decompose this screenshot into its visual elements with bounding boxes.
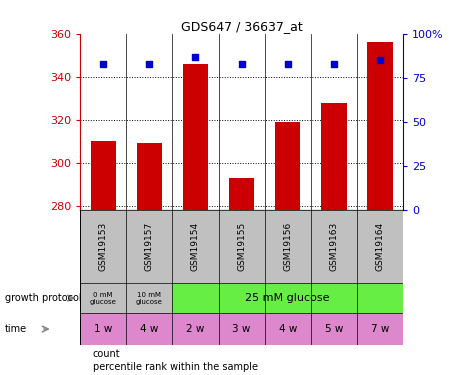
- Point: [284, 61, 291, 67]
- Text: 7 w: 7 w: [371, 324, 389, 334]
- Text: percentile rank within the sample: percentile rank within the sample: [93, 362, 258, 372]
- Bar: [229, 178, 254, 210]
- Bar: [265, 313, 311, 345]
- Text: time: time: [5, 324, 27, 334]
- Bar: [172, 210, 218, 283]
- Bar: [218, 313, 265, 345]
- Bar: [136, 143, 162, 210]
- Text: 5 w: 5 w: [325, 324, 343, 334]
- Bar: [126, 210, 172, 283]
- Bar: [311, 313, 357, 345]
- Text: GSM19157: GSM19157: [145, 222, 154, 271]
- Bar: [126, 313, 172, 345]
- Text: count: count: [93, 350, 120, 359]
- Bar: [265, 210, 311, 283]
- Bar: [80, 313, 126, 345]
- Title: GDS647 / 36637_at: GDS647 / 36637_at: [181, 20, 302, 33]
- Bar: [275, 122, 300, 210]
- Bar: [80, 283, 126, 313]
- Bar: [367, 42, 393, 210]
- Point: [192, 54, 199, 60]
- Point: [238, 61, 245, 67]
- Text: GSM19154: GSM19154: [191, 222, 200, 271]
- Bar: [311, 210, 357, 283]
- Text: 4 w: 4 w: [278, 324, 297, 334]
- Bar: [357, 313, 403, 345]
- Text: GSM19155: GSM19155: [237, 222, 246, 271]
- Text: 0 mM
glucose: 0 mM glucose: [90, 292, 117, 304]
- Bar: [172, 283, 403, 313]
- Bar: [321, 102, 347, 210]
- Bar: [91, 141, 116, 210]
- Bar: [172, 313, 218, 345]
- Bar: [357, 210, 403, 283]
- Bar: [80, 210, 126, 283]
- Text: 1 w: 1 w: [94, 324, 112, 334]
- Text: GSM19164: GSM19164: [376, 222, 384, 271]
- Text: 10 mM
glucose: 10 mM glucose: [136, 292, 163, 304]
- Point: [330, 61, 338, 67]
- Text: 3 w: 3 w: [232, 324, 251, 334]
- Bar: [126, 283, 172, 313]
- Text: GSM19153: GSM19153: [99, 222, 108, 271]
- Text: GSM19163: GSM19163: [329, 222, 338, 271]
- Bar: [218, 210, 265, 283]
- Text: growth protocol: growth protocol: [5, 293, 81, 303]
- Text: 4 w: 4 w: [140, 324, 158, 334]
- Text: 2 w: 2 w: [186, 324, 205, 334]
- Point: [99, 61, 107, 67]
- Point: [146, 61, 153, 67]
- Text: 25 mM glucose: 25 mM glucose: [245, 293, 330, 303]
- Bar: [183, 64, 208, 210]
- Text: GSM19156: GSM19156: [283, 222, 292, 271]
- Point: [376, 57, 384, 63]
